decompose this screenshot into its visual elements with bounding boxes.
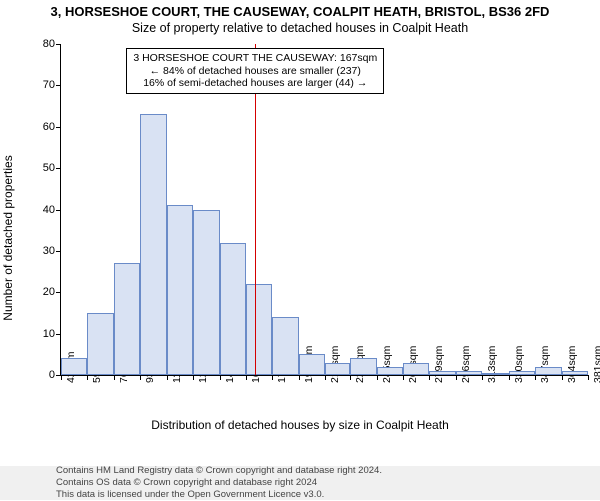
histogram-bar xyxy=(325,363,350,375)
y-tick-mark xyxy=(56,85,61,86)
x-tick-mark xyxy=(193,375,194,380)
x-tick-mark xyxy=(140,375,141,380)
x-tick-mark xyxy=(403,375,404,380)
annotation-box: 3 HORSESHOE COURT THE CAUSEWAY: 167sqm ←… xyxy=(126,48,384,94)
x-tick-mark xyxy=(114,375,115,380)
x-tick-label: 347sqm xyxy=(539,346,551,383)
x-tick-label: 279sqm xyxy=(433,346,445,383)
histogram-bar xyxy=(299,354,325,375)
chart-container: Number of detached properties 3 HORSESHO… xyxy=(0,40,600,436)
x-axis-label: Distribution of detached houses by size … xyxy=(0,418,600,432)
x-tick-mark xyxy=(377,375,378,380)
histogram-bar xyxy=(87,313,113,375)
histogram-bar xyxy=(272,317,298,375)
histogram-bar xyxy=(429,371,455,375)
x-tick-mark xyxy=(272,375,273,380)
page-title-line2: Size of property relative to detached ho… xyxy=(0,19,600,35)
histogram-bar xyxy=(114,263,140,375)
x-tick-mark xyxy=(299,375,300,380)
histogram-bar xyxy=(61,358,87,375)
histogram-bar xyxy=(456,371,482,375)
histogram-bar xyxy=(482,373,508,375)
footer-line2: Contains OS data © Crown copyright and d… xyxy=(56,477,600,489)
page-title-line1: 3, HORSESHOE COURT, THE CAUSEWAY, COALPI… xyxy=(0,0,600,19)
footer: Contains HM Land Registry data © Crown c… xyxy=(0,466,600,500)
x-tick-label: 381sqm xyxy=(592,346,600,383)
histogram-bar xyxy=(509,371,535,375)
y-tick-mark xyxy=(56,251,61,252)
x-tick-mark xyxy=(167,375,168,380)
histogram-bar xyxy=(350,358,376,375)
histogram-bar xyxy=(220,243,246,375)
x-tick-mark xyxy=(350,375,351,380)
histogram-bar xyxy=(246,284,272,375)
y-tick-mark xyxy=(56,292,61,293)
x-tick-mark xyxy=(61,375,62,380)
histogram-bar xyxy=(562,371,588,375)
x-tick-mark xyxy=(562,375,563,380)
histogram-bar xyxy=(535,367,561,375)
histogram-bar xyxy=(377,367,403,375)
x-tick-label: 245sqm xyxy=(381,346,393,383)
histogram-bar xyxy=(167,205,193,375)
x-tick-mark xyxy=(246,375,247,380)
x-tick-mark xyxy=(429,375,430,380)
x-tick-mark xyxy=(588,375,589,380)
x-tick-mark xyxy=(482,375,483,380)
y-tick-mark xyxy=(56,44,61,45)
x-tick-mark xyxy=(87,375,88,380)
y-tick-mark xyxy=(56,127,61,128)
x-tick-label: 296sqm xyxy=(460,346,472,383)
histogram-bar xyxy=(193,210,219,376)
x-tick-mark xyxy=(325,375,326,380)
x-tick-mark xyxy=(509,375,510,380)
y-tick-mark xyxy=(56,168,61,169)
footer-line3: This data is licensed under the Open Gov… xyxy=(56,489,600,501)
annotation-line1: 3 HORSESHOE COURT THE CAUSEWAY: 167sqm xyxy=(133,52,377,65)
x-tick-label: 313sqm xyxy=(486,346,498,383)
y-tick-mark xyxy=(56,210,61,211)
plot-area: 3 HORSESHOE COURT THE CAUSEWAY: 167sqm ←… xyxy=(60,44,588,376)
annotation-line3: 16% of semi-detached houses are larger (… xyxy=(133,77,377,90)
x-tick-mark xyxy=(535,375,536,380)
y-axis-label: Number of detached properties xyxy=(1,155,15,320)
x-tick-label: 364sqm xyxy=(566,346,578,383)
x-tick-mark xyxy=(220,375,221,380)
histogram-bar xyxy=(403,363,429,375)
y-tick-mark xyxy=(56,334,61,335)
x-tick-label: 330sqm xyxy=(513,346,525,383)
histogram-bar xyxy=(140,114,166,375)
footer-line1: Contains HM Land Registry data © Crown c… xyxy=(56,465,600,477)
x-tick-mark xyxy=(456,375,457,380)
annotation-line2: ← 84% of detached houses are smaller (23… xyxy=(133,65,377,78)
